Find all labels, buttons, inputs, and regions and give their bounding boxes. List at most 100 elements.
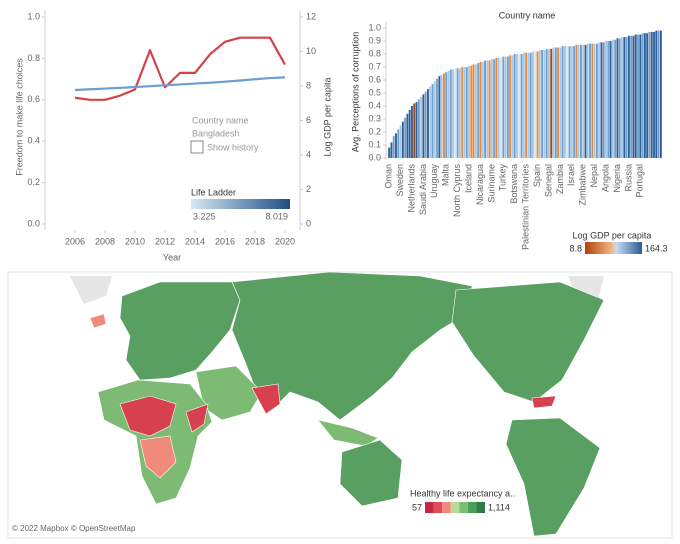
x-tick-label: Malta: [441, 164, 451, 186]
bar: [582, 44, 585, 158]
x-tick-label: Portugal: [635, 164, 645, 198]
bar: [591, 43, 594, 158]
bar: [554, 47, 557, 158]
bar: [653, 31, 655, 158]
y2-tick-label: 8: [306, 80, 311, 90]
bar: [440, 74, 443, 158]
bar: [458, 68, 461, 158]
bar: [575, 44, 578, 158]
bar: [495, 57, 498, 158]
bar: [506, 56, 509, 158]
colorbar-min: 3.225: [193, 211, 216, 221]
bar: [611, 39, 614, 159]
bar: [648, 31, 651, 158]
bar: [438, 76, 441, 158]
bar: [454, 68, 457, 158]
x-tick-label: 2016: [215, 236, 235, 246]
y2-tick-label: 0: [306, 218, 311, 228]
bar: [548, 48, 550, 158]
bar: [415, 102, 418, 158]
colorbar: [585, 242, 642, 254]
legend-swatch: [450, 502, 460, 513]
y-axis-label: Freedom to make life choices: [14, 58, 24, 176]
legend-title: Healthy life expectancy a..: [410, 488, 515, 498]
bar: [541, 50, 544, 158]
bar: [511, 55, 514, 158]
bar: [465, 67, 468, 158]
checkbox-label[interactable]: Show history: [207, 142, 259, 152]
bar: [470, 65, 473, 158]
x-tick-label: 2008: [95, 236, 115, 246]
y2-tick-label: 6: [306, 115, 311, 125]
colorbar-max: 164.3: [645, 243, 668, 253]
bar: [643, 33, 646, 159]
colorbar: [191, 199, 290, 209]
bar: [404, 117, 407, 158]
colorbar-min: 8.8: [569, 243, 582, 253]
bar: [552, 47, 555, 158]
bar: [468, 65, 470, 158]
bar: [657, 30, 660, 159]
bar: [577, 44, 580, 158]
legend-selected[interactable]: Bangladesh: [192, 128, 240, 138]
bar: [618, 38, 621, 158]
bar: [570, 46, 573, 159]
bar: [580, 44, 582, 158]
bar: [559, 47, 562, 158]
x-tick-label: 2020: [275, 236, 295, 246]
x-tick-label: Suriname: [486, 164, 496, 203]
bar: [625, 37, 628, 158]
legend-swatch: [467, 502, 477, 513]
bar: [605, 41, 607, 158]
southeast-asia: [317, 419, 379, 447]
x-tick-label: Nepal: [589, 164, 599, 188]
bar: [424, 91, 427, 158]
y-tick-label: 0.0: [368, 152, 381, 162]
x-tick-label: 2010: [125, 236, 145, 246]
bar: [420, 96, 423, 158]
x-tick-label: Palestinian Territories: [521, 164, 531, 250]
south-asia: [251, 383, 281, 415]
bar: [497, 57, 500, 158]
bar: [486, 60, 489, 158]
x-tick-label: Iceland: [463, 164, 473, 193]
colorbar-title: Log GDP per capita: [573, 230, 652, 240]
bar: [474, 64, 477, 158]
bar: [609, 41, 612, 158]
bar: [427, 89, 429, 158]
colorbar-max: 8.019: [265, 211, 288, 221]
bar: [504, 56, 507, 158]
x-tick-label: 2012: [155, 236, 175, 246]
bar: [534, 51, 537, 158]
bar: [616, 38, 619, 158]
sahel: [119, 395, 177, 437]
y-tick-label: 0.9: [368, 35, 381, 45]
bar: [481, 61, 484, 158]
bar: [614, 39, 617, 159]
bar: [401, 121, 404, 158]
x-tick-label: Botswana: [509, 164, 519, 204]
bar: [527, 52, 530, 159]
chart-title: Country name: [499, 10, 556, 20]
bar: [639, 34, 642, 158]
x-tick-label: 2014: [185, 236, 205, 246]
bar: [586, 43, 589, 158]
y2-axis-label: Log GDP per capita: [322, 78, 332, 157]
iceland: [89, 313, 107, 329]
y-tick-label: 0.8: [27, 53, 40, 63]
x-tick-label: Senegal: [543, 164, 553, 197]
bar: [443, 73, 445, 158]
bar: [449, 69, 452, 158]
x-tick-label: 2018: [245, 236, 265, 246]
bar: [584, 44, 587, 158]
bar: [392, 135, 395, 158]
legend-swatch: [459, 502, 468, 513]
bar: [395, 133, 397, 158]
map-credit: © 2022 Mapbox © OpenStreetMap: [12, 524, 136, 533]
bar: [518, 54, 521, 158]
colorbar-min: 57: [412, 502, 422, 512]
x-tick-label: Nicaragua: [475, 164, 485, 205]
y-tick-label: 0.7: [368, 61, 381, 71]
bar: [568, 46, 571, 159]
checkbox[interactable]: [190, 140, 204, 154]
